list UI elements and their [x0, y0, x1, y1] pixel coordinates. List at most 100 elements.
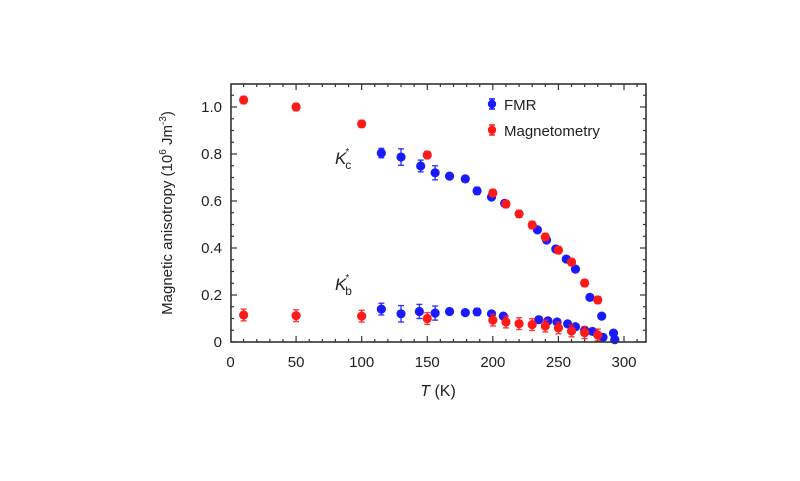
x-tick-label: 300 [611, 354, 636, 371]
marker [540, 321, 550, 331]
legend-fmr-label: FMR [504, 97, 537, 114]
marker [570, 264, 581, 274]
legend-fmr-marker [487, 99, 497, 109]
plot-frame [230, 83, 647, 343]
data-point [444, 306, 455, 317]
marker [396, 152, 406, 162]
data-point [501, 315, 511, 329]
marker [527, 320, 537, 330]
y-tick-label: 0 [214, 334, 222, 351]
data-point [566, 257, 577, 267]
data-point [472, 307, 482, 317]
data-point [396, 148, 406, 166]
marker [553, 245, 564, 255]
data-point [540, 232, 550, 242]
marker [414, 306, 424, 317]
data-point [472, 186, 482, 196]
marker [501, 317, 511, 327]
marker [580, 328, 590, 338]
marker [291, 102, 301, 112]
data-point [430, 165, 440, 181]
x-tick-label: 0 [226, 354, 234, 371]
data-point [514, 209, 524, 219]
y-tick-label: 0.6 [201, 193, 222, 210]
data-point [514, 317, 524, 331]
marker [460, 308, 470, 318]
data-point [488, 313, 498, 327]
legend-mag-marker [487, 125, 497, 135]
data-point [416, 159, 426, 173]
data-point [239, 308, 249, 322]
y-tick-label: 0.8 [201, 146, 222, 163]
data-point [357, 119, 367, 129]
y-axis-label: Magnetic anisotropy (106 Jm-3) [158, 111, 176, 315]
marker [610, 335, 620, 345]
marker [376, 148, 386, 158]
x-tick-label: 100 [349, 354, 374, 371]
x-axis-label: T (K) [420, 383, 456, 400]
annotation-kb: K* b [335, 273, 352, 298]
marker [472, 307, 482, 317]
data-point [540, 319, 550, 333]
legend: FMR Magnetometry [487, 97, 600, 140]
legend-entry-magnetometry: Magnetometry [487, 123, 600, 140]
y-tick-label: 1.0 [201, 99, 222, 116]
x-tick-label: 150 [415, 354, 440, 371]
marker [566, 326, 577, 336]
data-point [488, 188, 498, 198]
marker [593, 295, 603, 305]
data-point [553, 245, 564, 255]
marker [422, 313, 432, 324]
annotation-kc-symbol: K [335, 149, 347, 168]
data-point [376, 147, 386, 159]
marker [501, 199, 511, 209]
marker [239, 95, 249, 105]
data-point [376, 302, 386, 316]
marker [597, 311, 607, 321]
labels-layer: 0 50 100 150 200 250 300 0 0.2 0.4 0.6 0.8 1.0 [201, 99, 636, 371]
data-point [562, 319, 573, 329]
marker [534, 315, 544, 325]
marker [472, 186, 482, 196]
annotation-kc-sup: * [345, 147, 349, 158]
series-fmr [376, 147, 620, 345]
y-axis-label-mid: Jm [159, 125, 176, 149]
marker [396, 309, 406, 319]
points-layer [239, 95, 620, 345]
data-point [422, 311, 432, 326]
x-axis-label-symbol: T [420, 383, 431, 400]
marker [422, 150, 432, 160]
marker [553, 323, 564, 333]
data-point [501, 199, 511, 209]
data-point [527, 318, 537, 332]
marker [416, 161, 426, 171]
data-point [610, 335, 620, 345]
y-axis-label-exp1: 6 [158, 149, 169, 155]
legend-magnetometry-label: Magnetometry [504, 123, 600, 140]
legend-entry-fmr: FMR [487, 97, 537, 114]
annotation-kb-symbol: K [335, 275, 347, 294]
y-axis-label-exp2: -3 [158, 116, 169, 125]
marker [291, 311, 301, 321]
x-tick-label: 200 [480, 354, 505, 371]
x-axis-label-unit: (K) [430, 383, 456, 400]
marker [540, 232, 550, 242]
y-axis-label-end: ) [159, 111, 176, 116]
data-point [527, 220, 537, 230]
y-tick-label: 0.2 [201, 287, 222, 304]
marker [562, 319, 573, 329]
data-point [291, 309, 301, 323]
data-point [460, 308, 470, 318]
data-point [534, 315, 544, 325]
y-axis-label-main: Magnetic anisotropy (10 [159, 155, 176, 315]
marker [239, 310, 249, 320]
y-tick-label: 0.4 [201, 240, 222, 257]
marker [514, 319, 524, 329]
data-point [580, 326, 590, 340]
marker [357, 119, 367, 129]
data-point [460, 174, 470, 184]
data-point [291, 102, 301, 112]
annotation-kc: K* c [335, 147, 351, 172]
data-point [597, 311, 607, 321]
